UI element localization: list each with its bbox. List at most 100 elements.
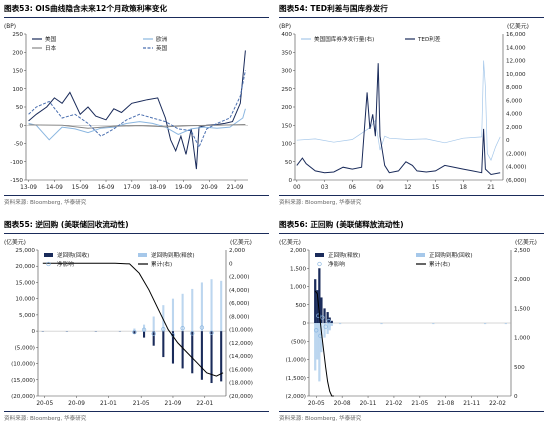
x-tick-label: 19-09 — [175, 185, 192, 191]
bar — [220, 280, 223, 332]
y-tick-label-right: 1,000 — [514, 336, 530, 342]
x-tick-label: 20-08 — [334, 401, 351, 407]
bar — [338, 323, 342, 325]
bar — [143, 331, 146, 338]
chart-canvas: 050100150200250300350400(6,000)(4,000)(2… — [279, 22, 529, 191]
y-tick-label: -150 — [10, 178, 23, 184]
bar — [181, 293, 184, 332]
y-tick-label: (1,500) — [286, 376, 306, 382]
x-tick-label: 20-05 — [36, 401, 53, 407]
x-tick-label: 17-09 — [123, 185, 140, 191]
y-tick-label: 250 — [281, 87, 292, 93]
legend-swatch — [46, 261, 51, 267]
y-tick-label: (5,000) — [15, 345, 35, 351]
x-tick-label: 21-11 — [463, 401, 480, 407]
series-line — [28, 124, 246, 129]
y-tick-label-right: (14,000) — [229, 354, 253, 360]
legend-swatch — [317, 261, 322, 267]
bar — [326, 312, 329, 323]
y-tick-label-right: 0 — [229, 261, 233, 267]
y-tick-label: 100 — [281, 142, 292, 148]
y-tick-label: 1,000 — [290, 285, 306, 291]
x-tick-label: 21-09 — [165, 401, 182, 407]
y-tick-label: 5,000 — [19, 313, 35, 319]
data-point — [161, 327, 166, 332]
data-point — [209, 330, 214, 335]
legend-label: 欧洲 — [156, 35, 168, 43]
legend-label: 累计(右) — [151, 260, 172, 268]
x-tick-label: 21-05 — [411, 401, 428, 407]
y-tick-label-right: (10,000) — [229, 328, 253, 334]
y-tick-label-right: (16,000) — [229, 367, 253, 373]
bar — [328, 317, 331, 323]
y-axis-title: (亿美元) — [4, 238, 26, 246]
chart-canvas: (20,000) (15,000) (10,000) (5,000) 0 5,000 10,… — [4, 238, 253, 407]
bar — [162, 331, 165, 358]
y-tick-label: 0 — [19, 123, 23, 129]
bar — [41, 331, 44, 332]
y-tick-label-right: (6,000) — [229, 301, 249, 307]
y-tick-label: (500) — [291, 339, 306, 345]
y-tick-label: 0 — [302, 321, 306, 327]
source-rule — [279, 195, 544, 196]
legend-label: TED利差 — [417, 35, 441, 43]
y-tick-label-right: 2,500 — [514, 248, 530, 254]
y-tick-label: (2,000) — [286, 394, 306, 400]
x-tick-label: 21-01 — [100, 401, 117, 407]
title-rule — [4, 17, 269, 18]
y-tick-label-right: (12,000) — [229, 341, 253, 347]
y-tick-label: 150 — [12, 69, 23, 75]
x-tick-label: 20-09 — [201, 185, 218, 191]
y-tick-label-right: 2,000 — [506, 125, 522, 131]
source-note: 资料来源: Bloomberg, 华泰研究 — [4, 200, 87, 206]
data-point — [314, 328, 319, 333]
data-point — [323, 324, 328, 329]
y-tick-label: 0 — [288, 178, 292, 184]
legend-label: 正回购到期(回收) — [429, 251, 473, 259]
x-tick-label: 20-09 — [68, 401, 85, 407]
bar — [94, 331, 97, 332]
legend-label: 英国 — [156, 44, 168, 52]
y-tick-label-right: 0 — [514, 394, 518, 400]
y-tick-label-right: (8,000) — [229, 314, 249, 320]
bar — [200, 331, 203, 380]
legend-label: 累计(右) — [429, 260, 450, 268]
legend-swatch — [138, 253, 147, 257]
data-point — [141, 327, 147, 332]
data-point — [190, 331, 195, 336]
y-axis-title-right: (亿美元) — [515, 238, 537, 246]
series-line — [296, 60, 501, 161]
bar — [330, 320, 333, 323]
source-note: 资料来源: Bloomberg, 华泰研究 — [4, 416, 87, 422]
legend-swatch — [44, 253, 53, 257]
x-tick-label: 21-02 — [386, 401, 403, 407]
y-tick-label-right: (18,000) — [229, 381, 253, 387]
bar — [314, 323, 317, 371]
x-tick-label: 14-09 — [46, 185, 63, 191]
bar — [162, 305, 165, 332]
y-tick-label-right: (4,000) — [506, 165, 526, 171]
y-tick-label-right: (2,000) — [506, 151, 526, 157]
bar — [171, 298, 175, 332]
y-axis-title: (BP) — [4, 24, 16, 30]
y-tick-label: 50 — [16, 105, 24, 111]
y-tick-label-right: 2,000 — [229, 248, 245, 254]
y-axis-title: (亿美元) — [279, 238, 301, 246]
source-note: 资料来源: Bloomberg, 华泰研究 — [279, 416, 362, 422]
title-rule — [279, 233, 544, 234]
bar — [171, 331, 175, 364]
source-rule — [279, 411, 544, 412]
bar — [330, 323, 333, 326]
y-tick-label: 150 — [281, 123, 292, 129]
bar — [504, 323, 507, 325]
legend-label: 逆回购(回收) — [57, 251, 89, 259]
y-tick-label: 25,000 — [15, 248, 35, 254]
bar — [316, 290, 319, 323]
x-tick-label: 20-11 — [360, 401, 377, 407]
y-axis-title-right: (亿美元) — [230, 238, 252, 246]
y-tick-label-right: (4,000) — [229, 288, 249, 294]
data-point — [320, 315, 325, 320]
bar — [152, 316, 155, 332]
y-tick-label: 300 — [281, 69, 292, 75]
chart-panel-53: 图表53: OIS曲线隐含未来12个月政策利率变化 -150 -100 -50 0 50… — [0, 0, 275, 216]
